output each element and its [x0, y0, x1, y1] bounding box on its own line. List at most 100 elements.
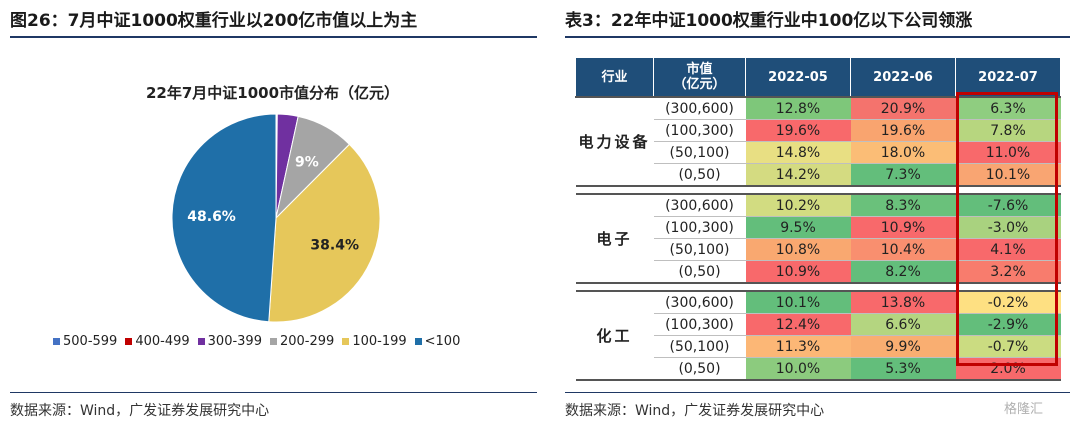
market-cap-cell: (50,100)	[653, 335, 746, 358]
return-cell: 4.1%	[955, 238, 1061, 261]
return-cell: 10.9%	[850, 216, 956, 239]
return-cell: 10.1%	[955, 163, 1061, 187]
market-cap-cell: (50,100)	[653, 238, 746, 261]
legend-label: 500-599	[63, 334, 118, 349]
table-row: (100,300) 9.5% 10.9% -3.0%	[576, 216, 1061, 239]
legend-item: 100-199	[342, 334, 407, 349]
pie-legend: 500-599 400-499 300-399 200-299 100-199 <100	[53, 334, 460, 349]
return-cell: 10.9%	[745, 260, 851, 284]
return-cell: 3.2%	[955, 260, 1061, 284]
table-row: (50,100) 10.8% 10.4% 4.1%	[576, 238, 1061, 261]
table-row: 化工 (300,600) 10.1% 13.8% -0.2%	[575, 290, 1061, 381]
table-row: 电子 (300,600) 10.2% 8.3% -7.6%	[575, 193, 1061, 284]
legend-item: 500-599	[53, 334, 117, 349]
left-source-rule	[10, 392, 537, 393]
industry-cell: 化工	[575, 290, 654, 381]
table-header-cell: 2022-05	[745, 57, 851, 98]
right-panel-title: 表3：22年中证1000权重行业中100亿以下公司领涨	[565, 11, 973, 31]
right-source-note: 数据来源：Wind，广发证券发展研究中心	[565, 403, 825, 419]
legend-item: <100	[414, 334, 461, 349]
return-cell: 14.2%	[745, 163, 851, 187]
table-row: (0,50) 10.9% 8.2% 3.2%	[576, 260, 1061, 284]
left-panel-title: 图26：7月中证1000权重行业以200亿市值以上为主	[10, 11, 418, 31]
return-cell: 6.3%	[955, 96, 1061, 120]
pie-chart-title: 22年7月中证1000市值分布（亿元）	[145, 84, 400, 102]
return-cell: -0.2%	[955, 290, 1061, 314]
legend-swatch	[197, 338, 205, 345]
return-cell: -2.9%	[955, 313, 1061, 336]
table-row: (50,100) 11.3% 9.9% -0.7%	[576, 335, 1061, 358]
return-cell: 13.8%	[850, 290, 956, 314]
market-cap-cell: (300,600)	[653, 96, 746, 120]
table-row: (50,100) 14.8% 18.0% 11.0%	[576, 141, 1061, 164]
legend-label: <100	[424, 334, 461, 349]
legend-swatch	[342, 338, 350, 345]
return-cell: 12.8%	[745, 96, 851, 120]
table-header-cell: 行业	[575, 57, 654, 98]
pie-slice-<100	[171, 113, 277, 323]
market-cap-cell: (0,50)	[653, 357, 746, 381]
market-cap-cell: (50,100)	[653, 141, 746, 164]
return-cell: 10.0%	[745, 357, 851, 381]
return-cell: 11.3%	[745, 335, 851, 358]
legend-swatch	[269, 338, 277, 345]
table-row: (100,300) 19.6% 19.6% 7.8%	[576, 119, 1061, 142]
market-cap-cell: (100,300)	[653, 313, 746, 336]
legend-item: 200-299	[269, 334, 335, 349]
legend-swatch	[53, 338, 60, 345]
legend-label: 300-399	[207, 334, 262, 349]
table-header-cell: 2022-06	[850, 57, 956, 98]
watermark-logo: 格隆汇	[1004, 402, 1044, 417]
right-source-rule	[565, 392, 1070, 393]
return-cell: -7.6%	[955, 193, 1061, 217]
legend-label: 100-199	[352, 334, 407, 349]
legend-label: 200-299	[279, 334, 335, 349]
return-cell: 18.0%	[850, 141, 956, 164]
group-spacer	[576, 283, 1061, 291]
return-cell: 5.3%	[850, 357, 956, 381]
market-cap-cell: (100,300)	[653, 216, 746, 239]
legend-item: 300-399	[197, 334, 262, 349]
return-cell: 19.6%	[745, 119, 851, 142]
performance-table: 行业 市值 （亿元） 2022-05 2022-06 2022-07 电力设备 (300,6…	[575, 57, 1061, 381]
return-cell: 8.2%	[850, 260, 956, 284]
pie-data-label: 9%	[295, 154, 319, 170]
market-cap-cell: (0,50)	[653, 260, 746, 284]
table-header-cell: 市值 （亿元）	[653, 57, 746, 98]
pie-data-label: 48.6%	[187, 209, 236, 225]
return-cell: 9.5%	[745, 216, 851, 239]
left-source-note: 数据来源：Wind，广发证券发展研究中心	[10, 403, 270, 419]
return-cell: -3.0%	[955, 216, 1061, 239]
return-cell: 9.9%	[850, 335, 956, 358]
return-cell: 10.2%	[745, 193, 851, 217]
return-cell: 10.4%	[850, 238, 956, 261]
pie-slice-100-199	[268, 143, 381, 323]
table-header-row: 行业 市值 （亿元） 2022-05 2022-06 2022-07	[575, 57, 1061, 98]
return-cell: 2.0%	[955, 357, 1061, 381]
legend-swatch	[125, 338, 133, 345]
return-cell: 20.9%	[850, 96, 956, 120]
legend-label: 400-499	[135, 334, 190, 349]
return-cell: 10.8%	[745, 238, 851, 261]
legend-swatch	[414, 338, 422, 345]
legend-item: 400-499	[125, 334, 190, 349]
pie-data-label: 38.4%	[310, 238, 359, 254]
return-cell: 11.0%	[955, 141, 1061, 164]
return-cell: 7.8%	[955, 119, 1061, 142]
industry-cell: 电力设备	[575, 96, 654, 187]
industry-cell: 电子	[575, 193, 654, 284]
return-cell: -0.7%	[955, 335, 1061, 358]
return-cell: 10.1%	[745, 290, 851, 314]
return-cell: 19.6%	[850, 119, 956, 142]
table-row: 电力设备 (300,600) 12.8% 20.9% 6.3%	[575, 96, 1061, 187]
table-header-cell: 2022-07	[955, 57, 1061, 98]
table-row: (0,50) 14.2% 7.3% 10.1%	[576, 163, 1061, 187]
return-cell: 6.6%	[850, 313, 956, 336]
right-title-rule	[565, 36, 1070, 38]
market-cap-cell: (0,50)	[653, 163, 746, 187]
return-cell: 8.3%	[850, 193, 956, 217]
group-spacer	[576, 186, 1061, 194]
market-cap-cell: (300,600)	[653, 193, 746, 217]
market-cap-cell: (100,300)	[653, 119, 746, 142]
return-cell: 7.3%	[850, 163, 956, 187]
